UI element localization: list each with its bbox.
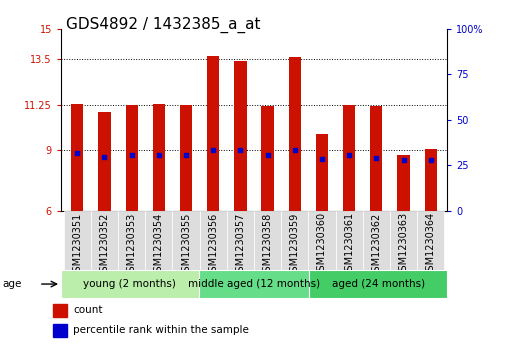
Bar bbox=[289, 57, 301, 211]
Bar bbox=[363, 211, 390, 270]
Text: count: count bbox=[73, 305, 103, 315]
Text: middle aged (12 months): middle aged (12 months) bbox=[188, 279, 320, 289]
Text: GDS4892 / 1432385_a_at: GDS4892 / 1432385_a_at bbox=[66, 16, 261, 33]
Bar bbox=[336, 211, 363, 270]
Text: GSM1230359: GSM1230359 bbox=[290, 212, 300, 278]
Bar bbox=[234, 61, 246, 211]
Bar bbox=[145, 211, 172, 270]
Text: GSM1230355: GSM1230355 bbox=[181, 212, 191, 278]
Bar bbox=[91, 211, 118, 270]
Text: aged (24 months): aged (24 months) bbox=[332, 279, 425, 289]
Bar bbox=[425, 149, 437, 211]
Bar bbox=[125, 105, 138, 211]
Bar bbox=[153, 104, 165, 211]
Text: GSM1230353: GSM1230353 bbox=[126, 212, 137, 278]
Text: GSM1230360: GSM1230360 bbox=[317, 212, 327, 277]
Text: GSM1230357: GSM1230357 bbox=[235, 212, 245, 278]
Bar bbox=[71, 104, 83, 211]
Bar bbox=[61, 270, 199, 298]
Bar bbox=[207, 56, 219, 211]
Text: GSM1230362: GSM1230362 bbox=[371, 212, 382, 278]
Bar bbox=[53, 325, 67, 338]
Text: GSM1230354: GSM1230354 bbox=[154, 212, 164, 278]
Bar bbox=[262, 106, 274, 211]
Bar bbox=[390, 211, 417, 270]
Text: GSM1230364: GSM1230364 bbox=[426, 212, 436, 277]
Bar bbox=[397, 155, 409, 211]
Text: young (2 months): young (2 months) bbox=[83, 279, 176, 289]
Text: GSM1230352: GSM1230352 bbox=[100, 212, 109, 278]
Bar bbox=[309, 270, 447, 298]
Text: GSM1230361: GSM1230361 bbox=[344, 212, 354, 277]
Bar bbox=[343, 105, 355, 211]
Text: percentile rank within the sample: percentile rank within the sample bbox=[73, 325, 249, 335]
Bar bbox=[64, 211, 91, 270]
Text: GSM1230356: GSM1230356 bbox=[208, 212, 218, 278]
Bar bbox=[370, 106, 383, 211]
Text: GSM1230363: GSM1230363 bbox=[399, 212, 408, 277]
Bar bbox=[172, 211, 200, 270]
Bar bbox=[308, 211, 336, 270]
Bar bbox=[118, 211, 145, 270]
Text: age: age bbox=[3, 279, 22, 289]
Bar bbox=[53, 305, 67, 317]
Bar bbox=[281, 211, 308, 270]
Bar bbox=[99, 112, 111, 211]
Text: GSM1230351: GSM1230351 bbox=[72, 212, 82, 278]
Bar bbox=[200, 211, 227, 270]
Bar bbox=[316, 134, 328, 211]
Bar bbox=[417, 211, 444, 270]
Bar bbox=[254, 211, 281, 270]
Bar bbox=[180, 105, 192, 211]
Text: GSM1230358: GSM1230358 bbox=[263, 212, 273, 278]
Bar bbox=[199, 270, 309, 298]
Bar bbox=[227, 211, 254, 270]
